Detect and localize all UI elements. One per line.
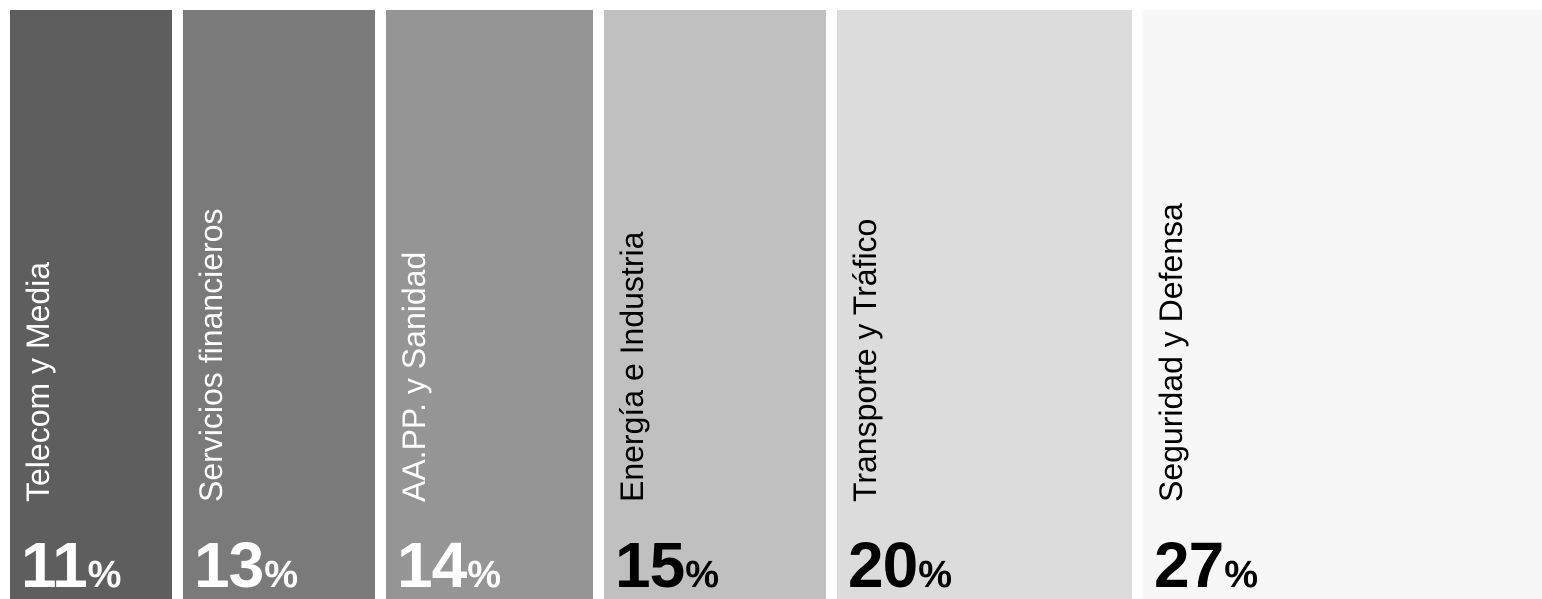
value-label-transporte-y-trafico: 20% xyxy=(848,533,952,597)
bar-transporte-y-trafico xyxy=(837,10,1132,599)
bar-aa-pp-y-sanidad xyxy=(386,10,593,599)
value-number: 27 xyxy=(1154,529,1224,599)
value-percent-sign: % xyxy=(264,554,298,596)
value-label-telecom-y-media: 11% xyxy=(21,533,121,597)
value-percent-sign: % xyxy=(1224,554,1258,596)
value-number: 15 xyxy=(615,529,685,599)
bar-telecom-y-media xyxy=(10,10,172,599)
value-number: 20 xyxy=(848,529,918,599)
value-percent-sign: % xyxy=(467,554,501,596)
value-label-aa-pp-y-sanidad: 14% xyxy=(397,533,501,597)
value-number: 14 xyxy=(397,529,467,599)
bar-servicios-financieros xyxy=(183,10,375,599)
category-label-aa-pp-y-sanidad: AA.PP. y Sanidad xyxy=(396,251,432,502)
value-percent-sign: % xyxy=(87,554,122,596)
value-percent-sign: % xyxy=(685,554,719,596)
value-label-seguridad-y-defensa: 27% xyxy=(1154,533,1258,597)
category-label-energia-e-industria: Energía e Industria xyxy=(614,231,650,502)
category-label-seguridad-y-defensa: Seguridad y Defensa xyxy=(1153,203,1189,502)
category-label-transporte-y-trafico: Transporte y Tráfico xyxy=(847,218,883,502)
value-percent-sign: % xyxy=(918,554,952,596)
value-label-energia-e-industria: 15% xyxy=(615,533,719,597)
value-number: 11 xyxy=(21,529,88,599)
bar-energia-e-industria xyxy=(604,10,826,599)
value-label-servicios-financieros: 13% xyxy=(194,533,298,597)
value-number: 13 xyxy=(194,529,264,599)
category-label-servicios-financieros: Servicios financieros xyxy=(193,208,229,502)
bar-seguridad-y-defensa xyxy=(1143,10,1542,599)
category-label-telecom-y-media: Telecom y Media xyxy=(20,261,56,502)
